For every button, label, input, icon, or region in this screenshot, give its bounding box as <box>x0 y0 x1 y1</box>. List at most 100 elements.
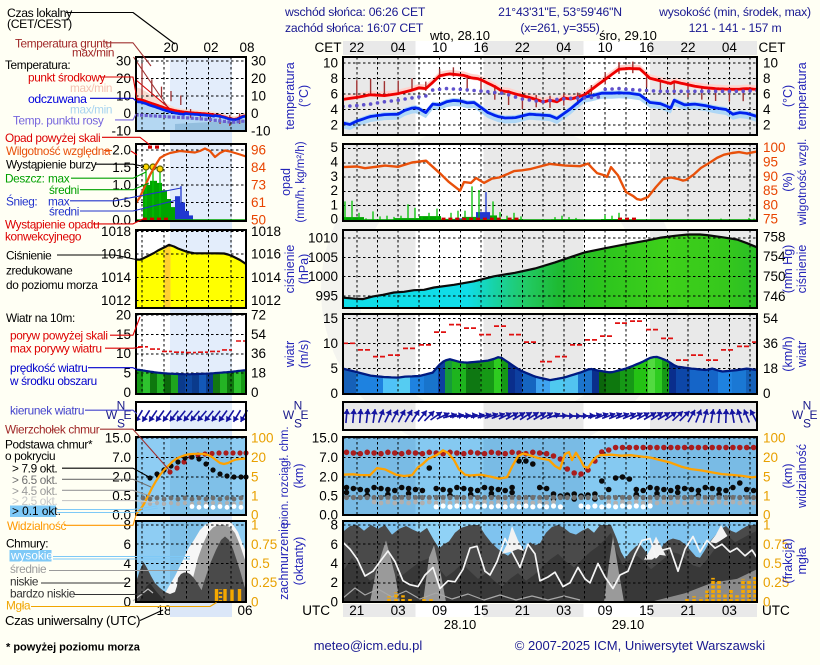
svg-text:90: 90 <box>763 169 778 184</box>
svg-text:0: 0 <box>123 385 131 400</box>
svg-text:(°C): (°C) <box>297 85 311 107</box>
svg-text:meteo@icm.edu.pl: meteo@icm.edu.pl <box>314 638 423 653</box>
svg-text:54: 54 <box>763 311 779 326</box>
svg-text:0.75: 0.75 <box>251 537 277 552</box>
svg-text:6: 6 <box>330 87 338 102</box>
svg-text:1: 1 <box>330 197 338 212</box>
svg-text:1016: 1016 <box>101 247 131 262</box>
svg-text:03: 03 <box>391 603 406 618</box>
svg-text:09: 09 <box>432 603 447 618</box>
svg-text:15.0: 15.0 <box>312 431 338 446</box>
svg-text:Mgła: Mgła <box>6 598 31 612</box>
svg-text:S: S <box>294 417 302 431</box>
svg-text:1012: 1012 <box>101 293 131 308</box>
svg-text:0: 0 <box>123 595 131 610</box>
svg-text:ciśnienie: ciśnienie <box>283 245 297 294</box>
svg-text:(mm/h, kg/m²/h): (mm/h, kg/m²/h) <box>295 141 307 222</box>
svg-text:8: 8 <box>330 518 338 533</box>
svg-text:© 2007-2025 ICM, Uniwersytet W: © 2007-2025 ICM, Uniwersytet Warszawski <box>515 638 766 653</box>
svg-text:5: 5 <box>763 469 771 484</box>
svg-text:61: 61 <box>251 195 266 210</box>
svg-text:ciśnienie: ciśnienie <box>795 245 809 294</box>
svg-text:7.0: 7.0 <box>319 450 338 465</box>
svg-text:Ciśnienie: Ciśnienie <box>6 249 52 263</box>
svg-text:22: 22 <box>515 40 530 55</box>
svg-text:0: 0 <box>251 106 259 121</box>
svg-text:15: 15 <box>473 603 488 618</box>
svg-text:1005: 1005 <box>308 250 338 265</box>
svg-text:84: 84 <box>251 160 267 175</box>
svg-text:w środku obszaru: w środku obszaru <box>9 374 97 388</box>
svg-text:max porywy wiatru: max porywy wiatru <box>10 342 102 356</box>
svg-text:0: 0 <box>763 386 771 401</box>
svg-text:5: 5 <box>251 469 259 484</box>
svg-text:wysokie: wysokie <box>10 549 53 563</box>
svg-text:zachód słońca: 16:07 CET: zachód słońca: 16:07 CET <box>285 21 424 35</box>
svg-text:temperatura: temperatura <box>283 62 297 129</box>
svg-text:20: 20 <box>251 450 266 465</box>
svg-text:Deszcz:: Deszcz: <box>5 172 45 186</box>
svg-text:1014: 1014 <box>251 270 282 285</box>
svg-text:02: 02 <box>203 40 218 55</box>
svg-text:opad: opad <box>279 168 293 196</box>
svg-text:(%): (%) <box>781 172 795 191</box>
svg-text:Wiatr na 10m:: Wiatr na 10m: <box>6 311 75 325</box>
svg-text:0.5: 0.5 <box>319 489 338 504</box>
svg-text:100: 100 <box>251 431 274 446</box>
svg-text:CET: CET <box>315 40 342 55</box>
svg-text:Śnieg:: Śnieg: <box>6 194 37 208</box>
svg-text:28.10: 28.10 <box>444 617 477 632</box>
svg-text:poryw powyżej skali: poryw powyżej skali <box>10 329 108 343</box>
svg-text:758: 758 <box>763 230 786 245</box>
svg-text:(km): (km) <box>781 464 795 489</box>
svg-text:96: 96 <box>251 143 266 158</box>
svg-text:Opad powyżej skali: Opad powyżej skali <box>5 131 100 145</box>
svg-text:zredukowane: zredukowane <box>6 264 73 278</box>
svg-text:10: 10 <box>116 89 131 104</box>
svg-text:20: 20 <box>116 71 131 86</box>
svg-text:1012: 1012 <box>251 293 281 308</box>
svg-text:03: 03 <box>722 603 737 618</box>
svg-text:CET: CET <box>759 40 786 55</box>
svg-text:15: 15 <box>116 327 131 342</box>
svg-text:wysokość (min, środek, max): wysokość (min, środek, max) <box>658 5 811 19</box>
svg-text:konwekcyjnego: konwekcyjnego <box>5 230 82 244</box>
svg-text:o pokryciu: o pokryciu <box>5 449 55 463</box>
svg-text:6: 6 <box>763 87 771 102</box>
svg-text:0: 0 <box>251 595 259 610</box>
svg-text:21°43'31"E, 53°59'46"N: 21°43'31"E, 53°59'46"N <box>498 5 622 19</box>
svg-text:54: 54 <box>251 327 267 342</box>
svg-text:wiatr: wiatr <box>795 341 809 368</box>
svg-text:8: 8 <box>330 71 338 86</box>
svg-text:(km/h): (km/h) <box>781 336 795 371</box>
svg-text:10: 10 <box>251 89 266 104</box>
svg-text:Temp. punktu rosy: Temp. punktu rosy <box>13 113 104 127</box>
svg-text:Widzialność: Widzialność <box>7 519 67 533</box>
svg-text:* powyżej poziomu morza: * powyżej poziomu morza <box>6 642 141 654</box>
svg-text:S: S <box>117 417 125 431</box>
svg-text:mgła: mgła <box>795 547 809 574</box>
svg-text:1.5: 1.5 <box>112 160 131 175</box>
svg-text:21: 21 <box>515 603 530 618</box>
svg-text:6: 6 <box>330 537 338 552</box>
svg-text:4: 4 <box>330 102 338 117</box>
svg-text:(frakcja): (frakcja) <box>781 538 795 583</box>
svg-text:0: 0 <box>330 386 338 401</box>
svg-text:0: 0 <box>330 595 338 610</box>
svg-text:0: 0 <box>763 595 771 610</box>
svg-text:8: 8 <box>763 71 771 86</box>
svg-text:zachmurzenie: zachmurzenie <box>277 522 291 600</box>
svg-text:1018: 1018 <box>101 224 131 239</box>
svg-text:pion. rozciągł. chm.: pion. rozciągł. chm. <box>279 426 291 525</box>
svg-text:(CET/CEST): (CET/CEST) <box>7 17 72 31</box>
svg-text:1010: 1010 <box>308 231 338 246</box>
svg-text:widzialność: widzialność <box>795 444 809 509</box>
svg-text:wilgotność wzgl.: wilgotność wzgl. <box>795 139 809 227</box>
svg-text:20: 20 <box>163 40 178 55</box>
svg-text:04: 04 <box>722 40 738 55</box>
svg-text:95: 95 <box>763 155 778 170</box>
svg-text:2: 2 <box>330 118 338 133</box>
svg-text:0: 0 <box>330 212 338 227</box>
svg-text:Wystąpienie burzy: Wystąpienie burzy <box>6 158 97 172</box>
svg-text:04: 04 <box>556 40 572 55</box>
